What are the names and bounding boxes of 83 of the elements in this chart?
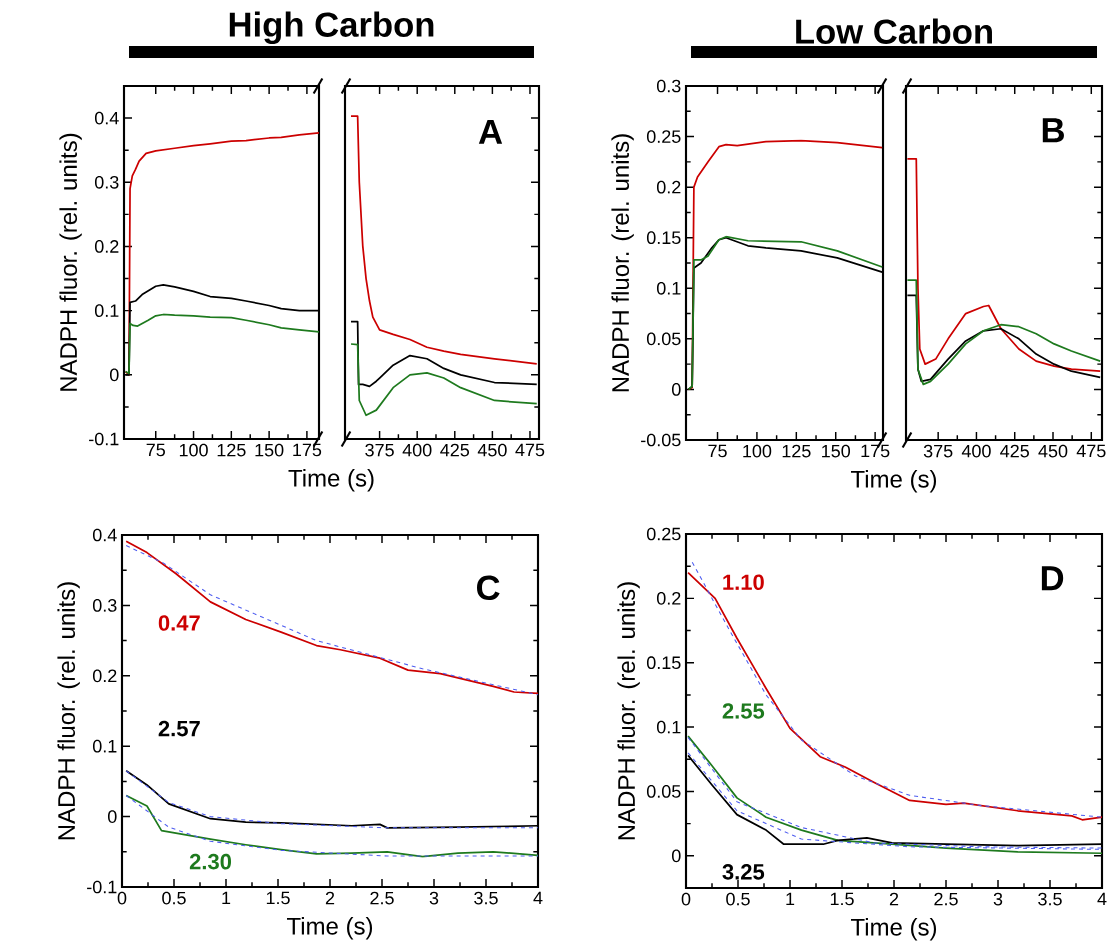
y-tick-label: 0.25 <box>646 527 681 541</box>
y-tick-label: 0.4 <box>94 111 119 125</box>
x-tick-label: 3.5 <box>474 891 498 905</box>
x-tick-label: 3 <box>993 892 1003 906</box>
y-tick-label: 0.1 <box>656 720 681 734</box>
x-tick-label: 450 <box>477 443 507 457</box>
x-tick-label: 1 <box>222 891 231 905</box>
x-tick-label: 150 <box>822 444 851 458</box>
series-label: 2.55 <box>722 703 765 719</box>
y-tick-label: -0.1 <box>89 432 119 446</box>
y-tick-label: 0.1 <box>656 281 681 295</box>
x-tick-label: 150 <box>255 443 284 457</box>
y-tick-label: 0.05 <box>646 332 681 346</box>
x-tick-label: 0 <box>681 892 691 906</box>
y-tick-label: 0.4 <box>92 528 117 542</box>
x-tick-label: 2 <box>325 891 335 905</box>
y-tick-label: 0.15 <box>646 231 681 245</box>
y-tick-label: 0.1 <box>94 304 119 317</box>
y-tick-label: 0 <box>671 849 681 863</box>
y-tick-label: -0.05 <box>641 433 681 447</box>
x-tick-label: 375 <box>365 443 394 457</box>
annotation: C <box>476 575 500 601</box>
x-axis-title: Time (s) <box>287 917 373 940</box>
x-tick-label: 475 <box>515 443 545 457</box>
x-tick-label: 1.5 <box>266 891 290 905</box>
series-label: 0.47 <box>158 615 200 631</box>
chart-title: Low Carbon <box>796 18 992 44</box>
x-tick-label: 2.5 <box>934 892 958 906</box>
x-tick-label: 1.5 <box>830 892 854 906</box>
x-axis-title: Time (s) <box>851 918 937 941</box>
x-tick-label: 4 <box>533 891 543 905</box>
y-tick-label: 0.2 <box>92 669 117 683</box>
chart-title: High Carbon <box>229 11 434 44</box>
x-tick-label: 4 <box>1097 892 1107 906</box>
x-axis-title: Time (s) <box>288 469 374 492</box>
x-tick-label: 400 <box>402 443 432 457</box>
x-tick-label: 3.5 <box>1038 892 1062 906</box>
y-tick-label: 0.2 <box>94 240 119 253</box>
x-tick-label: 0.5 <box>726 892 750 906</box>
y-tick-label: 0.2 <box>656 180 681 194</box>
x-tick-label: 1 <box>786 892 795 906</box>
y-axis-title: NADPH fluor. (rel. units) <box>59 133 82 391</box>
y-axis-title: NADPH fluor. (rel. units) <box>617 582 640 840</box>
x-tick-label: 100 <box>179 443 208 457</box>
y-tick-label: 0.3 <box>94 175 119 189</box>
x-tick-label: 100 <box>743 444 772 458</box>
y-tick-label: 0.2 <box>656 591 681 605</box>
x-tick-label: 400 <box>961 444 991 458</box>
annotation: A <box>478 119 503 144</box>
x-tick-label: 125 <box>782 444 811 458</box>
x-tick-label: 75 <box>146 443 166 457</box>
y-tick-label: 0.1 <box>92 739 117 753</box>
y-tick-label: 0 <box>109 368 119 382</box>
y-tick-label: 0.15 <box>646 656 681 670</box>
y-tick-label: 0.3 <box>656 79 681 93</box>
legend-label: 3.25 <box>722 864 765 880</box>
y-tick-label: 0 <box>671 383 681 396</box>
x-tick-label: 425 <box>1000 444 1029 458</box>
x-tick-label: 425 <box>440 443 470 457</box>
annotation: B <box>1042 118 1064 143</box>
x-tick-label: 375 <box>923 444 953 458</box>
x-tick-label: 125 <box>217 443 246 457</box>
text: 2.57 <box>158 720 200 737</box>
x-axis-title: Time (s) <box>851 470 937 493</box>
y-tick-label: -0.1 <box>87 880 117 894</box>
x-tick-label: 475 <box>1076 444 1106 458</box>
x-tick-label: 175 <box>293 443 322 457</box>
y-tick-label: 0.3 <box>92 599 117 612</box>
x-tick-label: 2 <box>889 892 899 906</box>
y-axis-title: NADPH fluor. (rel. units) <box>611 134 634 392</box>
x-tick-label: 0.5 <box>162 891 186 905</box>
y-tick-label: 0.05 <box>646 785 681 798</box>
x-tick-label: 75 <box>708 444 727 458</box>
x-tick-label: 175 <box>861 444 890 458</box>
x-tick-label: 2.5 <box>370 891 394 905</box>
x-tick-label: 450 <box>1038 444 1068 458</box>
series-label: 2.30 <box>189 853 232 870</box>
y-tick-label: 0.25 <box>646 130 681 143</box>
y-tick-label: 0 <box>107 810 117 823</box>
series-label: 1.10 <box>723 574 764 591</box>
annotation: D <box>1041 566 1064 591</box>
x-tick-label: 3 <box>429 891 439 905</box>
y-axis-title: NADPH fluor. (rel. units) <box>57 582 80 840</box>
